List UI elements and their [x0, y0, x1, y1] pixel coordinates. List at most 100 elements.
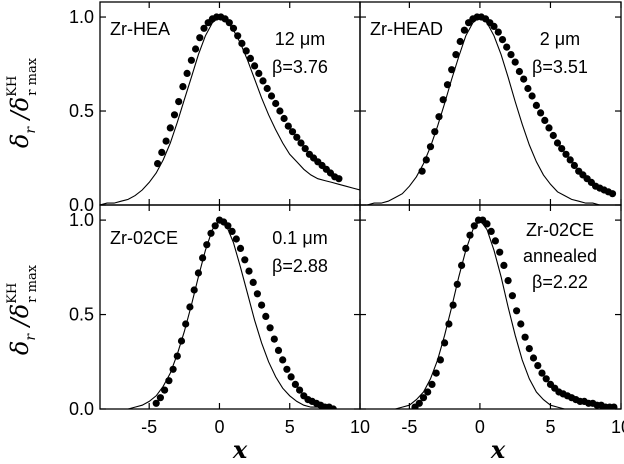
- y-tick-label: 1.0: [69, 7, 94, 27]
- x-tick-label: -5: [141, 417, 157, 437]
- y-label-sup: KH: [5, 283, 20, 304]
- data-point: [503, 43, 511, 51]
- data-point: [161, 386, 169, 394]
- data-point: [182, 320, 190, 328]
- data-point: [562, 150, 570, 158]
- data-point: [524, 84, 532, 93]
- data-point: [507, 51, 515, 59]
- data-point: [424, 388, 432, 396]
- data-point: [166, 124, 174, 132]
- data-point: [296, 386, 304, 394]
- data-point: [251, 62, 259, 70]
- data-point: [170, 111, 179, 119]
- data-point: [415, 399, 423, 407]
- data-point: [549, 131, 557, 140]
- plot-area: [100, 216, 360, 409]
- data-point: [511, 58, 519, 66]
- data-point: [515, 67, 524, 76]
- data-point: [274, 346, 283, 354]
- data-point: [287, 373, 295, 381]
- sample-label: Zr-HEA: [110, 19, 170, 39]
- data-point: [553, 139, 562, 147]
- data-point: [490, 22, 498, 30]
- data-point: [245, 267, 253, 275]
- x-tick-label: 0: [214, 417, 224, 437]
- y-tick-label: 1.0: [69, 210, 94, 230]
- x-tick-label: -5: [401, 417, 417, 437]
- data-point: [520, 75, 528, 83]
- data-point: [272, 99, 280, 108]
- data-point: [432, 369, 440, 377]
- data-point: [545, 124, 553, 132]
- x-axis-label-left: x: [232, 435, 248, 464]
- y-tick-label: 0.5: [69, 101, 94, 121]
- annotation-line: 2 μm: [540, 29, 580, 49]
- data-point: [525, 345, 533, 353]
- data-point: [528, 92, 536, 100]
- data-point: [228, 227, 236, 235]
- panel-bottom-right: -5 0 5 10 Zr-02CE annealed β=2.22: [359, 204, 624, 437]
- x-tick-label: 5: [285, 417, 295, 437]
- data-point: [196, 34, 204, 42]
- data-point: [280, 114, 288, 123]
- y-label-sub1: r: [23, 126, 39, 134]
- data-point: [297, 139, 305, 147]
- data-point: [504, 277, 512, 285]
- y-axis-label-top: δr /δKH r max: [5, 57, 40, 148]
- y-label-sub1: r: [23, 333, 39, 341]
- data-point: [513, 307, 521, 315]
- data-point: [291, 380, 299, 388]
- y-tick-label: 0.0: [69, 399, 94, 419]
- panel-frame: [359, 204, 622, 410]
- annotation-line: 12 μm: [275, 29, 325, 49]
- data-point: [566, 156, 574, 164]
- data-point: [255, 69, 263, 77]
- data-point: [253, 290, 261, 298]
- y-label-delta: δ: [6, 341, 34, 355]
- data-point: [498, 36, 507, 44]
- y-label-sup: KH: [5, 76, 20, 97]
- panel-top-left: 0.0 0.5 1.0 Zr-HEA 12 μm β=3.76: [69, 1, 361, 215]
- panels: 0.0 0.5 1.0 Zr-HEA 12 μm β=3.76 Zr-HEAD 2 μm β=3…: [69, 1, 624, 437]
- x-tick-label: 0: [475, 417, 485, 437]
- data-point: [232, 235, 240, 243]
- y-label-sub2: r max: [25, 57, 40, 95]
- plot-area: [360, 13, 621, 205]
- model-curve: [360, 16, 621, 205]
- data-point: [538, 369, 546, 377]
- data-point: [156, 394, 164, 402]
- data-point: [529, 354, 538, 362]
- data-point: [263, 84, 271, 93]
- data-point: [293, 133, 301, 141]
- data-point: [419, 394, 428, 402]
- annotation-line: β=3.76: [272, 57, 328, 77]
- data-point: [267, 92, 276, 100]
- data-point: [270, 335, 278, 343]
- data-point: [229, 24, 238, 32]
- annotation-line: 0.1 μm: [272, 228, 327, 248]
- data-point: [532, 101, 541, 109]
- data-point: [158, 148, 166, 156]
- data-point: [428, 380, 436, 388]
- x-tick-label: 10: [350, 417, 370, 437]
- y-label-slash-delta: /δ: [6, 97, 34, 127]
- data-point: [456, 37, 464, 46]
- plot-area: [100, 13, 360, 205]
- data-point: [452, 51, 460, 59]
- data-point: [496, 248, 504, 256]
- data-point: [283, 365, 291, 373]
- data-point: [517, 320, 525, 328]
- data-point: [162, 137, 170, 145]
- annotation-line: β=2.88: [272, 256, 328, 276]
- data-point: [200, 24, 208, 32]
- data-point: [183, 69, 191, 77]
- data-point: [175, 98, 183, 106]
- x-axis-label-right: x: [490, 435, 506, 464]
- x-tick-label: 5: [545, 417, 555, 437]
- data-point: [570, 161, 579, 170]
- sample-label: Zr-HEAD: [370, 19, 443, 39]
- data-point: [192, 45, 200, 53]
- data-point: [487, 227, 495, 235]
